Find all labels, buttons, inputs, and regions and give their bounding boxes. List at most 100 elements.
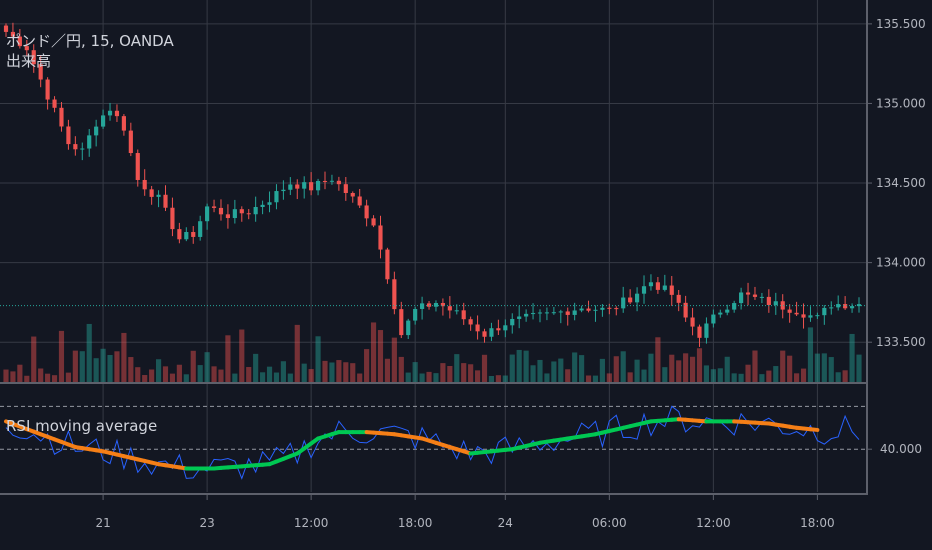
candle — [211, 199, 217, 213]
volume-bar — [121, 332, 127, 382]
volume-bar — [329, 362, 335, 382]
candle — [295, 179, 300, 200]
volume-bar — [114, 351, 120, 382]
volume-bar — [696, 348, 703, 382]
volume-bar — [135, 367, 141, 382]
grid — [0, 0, 868, 495]
volume-bar — [315, 336, 321, 382]
candle — [530, 303, 536, 320]
volume-label: 出来高 — [6, 52, 52, 70]
time-tick-label: 06:00 — [592, 516, 627, 530]
volume-bar — [197, 365, 203, 382]
candle — [745, 282, 751, 306]
price-candles[interactable] — [3, 22, 862, 347]
candle — [836, 295, 841, 311]
volume-bar — [350, 363, 356, 382]
candle — [31, 44, 36, 73]
candle — [114, 104, 120, 122]
price-tick-label: 135.000 — [876, 96, 926, 110]
volume-bar — [565, 369, 571, 382]
candle — [406, 318, 411, 340]
candle — [600, 304, 605, 317]
volume-bar — [211, 366, 217, 382]
volume-bar — [266, 366, 273, 382]
volume-bar — [176, 364, 182, 382]
volume-bar — [377, 330, 384, 382]
volume-bar — [364, 349, 370, 382]
candle — [239, 206, 244, 222]
volume-bar — [38, 368, 44, 382]
candle — [766, 289, 771, 313]
candle — [849, 303, 855, 313]
volume-bar — [468, 364, 474, 382]
volume-bar — [461, 363, 467, 382]
volume-bar — [370, 322, 377, 382]
volume-bars — [3, 322, 862, 382]
candle — [101, 109, 106, 129]
candle — [66, 119, 71, 150]
volume-bar — [842, 370, 848, 382]
candle — [725, 304, 730, 316]
volume-bar — [474, 370, 481, 382]
volume-bar — [745, 364, 751, 382]
candle — [399, 301, 404, 339]
volume-bar — [488, 375, 495, 382]
volume-bar — [821, 353, 827, 382]
volume-bar — [495, 375, 501, 382]
volume-bar — [766, 370, 772, 382]
candle — [856, 297, 862, 313]
volume-bar — [260, 372, 266, 382]
candle — [87, 129, 92, 157]
candle — [815, 312, 820, 319]
candle — [170, 197, 175, 237]
volume-bar — [426, 371, 432, 382]
volume-bar — [322, 360, 328, 382]
candle — [461, 302, 466, 325]
symbol-title: ポンド／円, 15, OANDA — [6, 32, 174, 50]
candle — [10, 22, 16, 40]
candle — [392, 271, 397, 315]
volume-bar — [273, 372, 280, 382]
price-tick-label: 135.500 — [876, 17, 926, 31]
volume-bar — [405, 372, 411, 382]
candle — [752, 286, 758, 300]
volume-bar — [169, 373, 176, 382]
candle — [537, 309, 543, 323]
candle — [558, 309, 563, 324]
volume-bar — [794, 373, 800, 382]
volume-bar — [454, 354, 460, 382]
candle — [482, 328, 487, 343]
candle — [669, 276, 674, 306]
candle — [780, 294, 785, 319]
candle — [801, 303, 806, 329]
volume-bar — [253, 353, 259, 382]
volume-bar — [613, 356, 619, 382]
volume-bar — [239, 329, 245, 382]
volume-bar — [149, 369, 155, 382]
candle — [628, 289, 633, 305]
volume-bar — [689, 356, 696, 382]
rsi-pane[interactable] — [0, 405, 866, 480]
candle — [614, 306, 619, 316]
rsi-ma-segment — [808, 427, 820, 432]
time-tick-label: 12:00 — [696, 516, 731, 530]
candle — [350, 191, 355, 203]
candle — [524, 309, 529, 322]
candle — [156, 190, 161, 208]
time-tick-label: 12:00 — [294, 516, 329, 530]
time-tick-label: 23 — [199, 516, 214, 530]
candle — [413, 306, 418, 325]
candle — [440, 298, 445, 316]
volume-bar — [579, 355, 585, 382]
volume-bar — [800, 368, 807, 382]
candle — [385, 247, 390, 284]
candle — [128, 122, 133, 157]
volume-bar — [398, 356, 404, 382]
volume-bar — [384, 358, 391, 382]
candle — [329, 174, 335, 185]
candle — [38, 55, 43, 88]
volume-bar — [301, 363, 307, 382]
candle — [704, 317, 709, 344]
volume-bar — [412, 362, 418, 382]
